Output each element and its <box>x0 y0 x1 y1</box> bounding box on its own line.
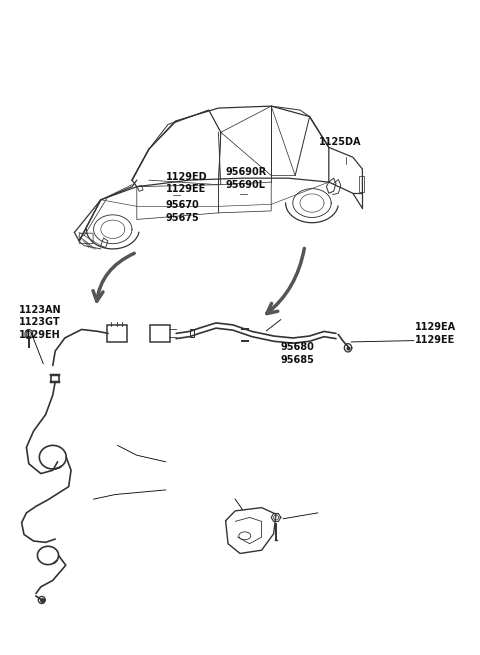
Text: 95690R
95690L: 95690R 95690L <box>226 167 267 190</box>
Bar <box>359 176 364 192</box>
Bar <box>190 329 194 337</box>
Text: 1123AN
1123GT
1129EH: 1123AN 1123GT 1129EH <box>19 305 62 340</box>
Text: 1129EA
1129EE: 1129EA 1129EE <box>415 322 456 345</box>
Text: 1125DA: 1125DA <box>319 137 362 147</box>
Text: 1129ED
1129EE: 1129ED 1129EE <box>166 172 207 195</box>
Text: 95670
95675: 95670 95675 <box>166 200 199 223</box>
Text: 95680
95685: 95680 95685 <box>281 342 315 365</box>
